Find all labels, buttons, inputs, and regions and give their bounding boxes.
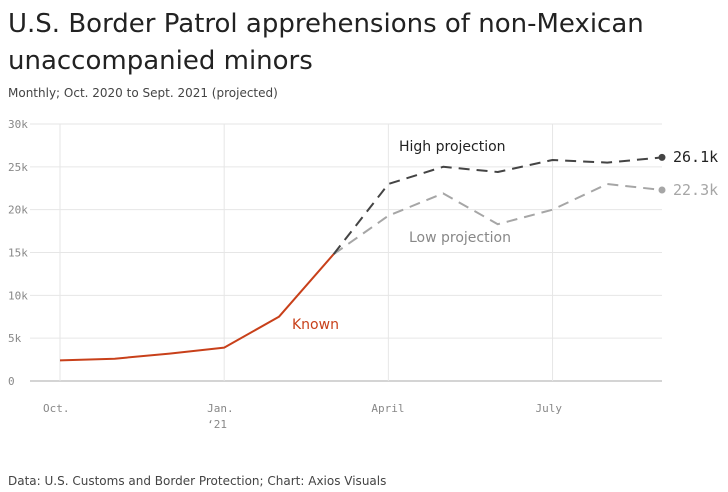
- y-tick-label: 5k: [8, 332, 22, 345]
- y-axis-ticks: 0 5k 10k 15k 20k 25k 30k: [8, 118, 28, 388]
- x-axis-ticks: Oct. Jan. ‘21 April July: [43, 402, 562, 431]
- end-label-low: 22.3k: [673, 181, 718, 199]
- y-tick-label: 25k: [8, 161, 28, 174]
- series-label-known: Known: [292, 317, 339, 333]
- end-label-high: 26.1k: [673, 148, 718, 166]
- x-tick-label: Jan.: [207, 402, 234, 415]
- series-line-known: [59, 253, 335, 362]
- chart-source: Data: U.S. Customs and Border Protection…: [8, 474, 387, 488]
- y-tick-label: 0: [8, 375, 15, 388]
- x-tick-label: April: [371, 402, 404, 415]
- series-end-markers: [658, 153, 666, 194]
- series-label-high-projection: High projection: [399, 139, 506, 155]
- x-tick-label: July: [536, 402, 563, 415]
- series-line-low-projection: [333, 183, 663, 256]
- series-lines: [59, 156, 663, 362]
- y-tick-label: 15k: [8, 247, 28, 260]
- series-line-high-projection: [332, 156, 663, 255]
- x-tick-label: Oct.: [43, 402, 70, 415]
- chart-title: U.S. Border Patrol apprehensions of non-…: [8, 9, 644, 76]
- end-marker-low: [658, 186, 666, 194]
- x-tick-sublabel: ‘21: [207, 418, 227, 431]
- y-tick-label: 30k: [8, 118, 28, 131]
- gridlines: [30, 123, 662, 382]
- end-marker-high: [658, 153, 666, 161]
- chart-subtitle: Monthly; Oct. 2020 to Sept. 2021 (projec…: [8, 86, 278, 100]
- y-tick-label: 20k: [8, 204, 28, 217]
- series-label-low-projection: Low projection: [409, 230, 511, 246]
- y-tick-label: 10k: [8, 289, 28, 302]
